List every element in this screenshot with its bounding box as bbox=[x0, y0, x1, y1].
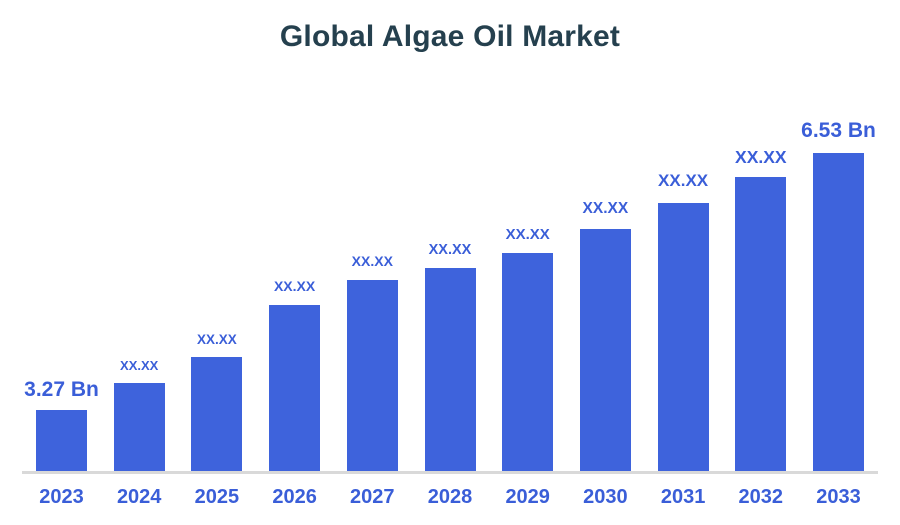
bar-column-2024: XX.XX bbox=[100, 359, 178, 471]
bar-2023 bbox=[36, 410, 87, 471]
bar-placeholder-label-2026: XX.XX bbox=[273, 278, 316, 295]
bar-column-2027: XX.XX bbox=[333, 254, 411, 471]
bar-column-2023: 3.27 Bn bbox=[23, 377, 101, 471]
bar-2026 bbox=[269, 305, 321, 471]
chart-title: Global Algae Oil Market bbox=[279, 20, 621, 53]
bar-column-2030: XX.XX bbox=[566, 199, 644, 471]
bar-2032 bbox=[735, 177, 787, 471]
x-axis-line bbox=[22, 471, 878, 474]
bar-2030 bbox=[579, 229, 631, 471]
x-tick-label-2031: 2031 bbox=[660, 486, 706, 508]
bar-placeholder-label-2032: XX.XX bbox=[735, 146, 787, 167]
bar-placeholder-label-2025: XX.XX bbox=[197, 331, 237, 347]
x-tick-label-2032: 2032 bbox=[738, 486, 784, 508]
bar-2027 bbox=[346, 280, 398, 471]
bar-2025 bbox=[191, 357, 243, 471]
bar-2024 bbox=[113, 383, 165, 471]
bar-2033 bbox=[813, 153, 864, 471]
bar-column-2031: XX.XX bbox=[644, 172, 722, 471]
bar-column-2026: XX.XX bbox=[256, 279, 334, 471]
bar-column-2033: 6.53 Bn bbox=[800, 118, 878, 471]
bar-placeholder-label-2024: XX.XX bbox=[120, 358, 159, 374]
bar-value-label-2033: 6.53 Bn bbox=[801, 118, 876, 142]
bar-column-2025: XX.XX bbox=[178, 331, 256, 471]
x-tick-label-2024: 2024 bbox=[116, 486, 162, 508]
x-tick-label-2023: 2023 bbox=[39, 486, 84, 508]
bar-column-2028: XX.XX bbox=[411, 241, 489, 471]
bar-2031 bbox=[657, 203, 709, 471]
bar-column-2032: XX.XX bbox=[722, 146, 800, 471]
bar-placeholder-label-2031: XX.XX bbox=[658, 171, 709, 191]
x-tick-label-2029: 2029 bbox=[505, 486, 550, 508]
x-tick-label-2026: 2026 bbox=[272, 486, 317, 508]
bar-placeholder-label-2028: XX.XX bbox=[428, 241, 472, 258]
x-tick-label-2033: 2033 bbox=[816, 486, 861, 508]
x-tick-label-2030: 2030 bbox=[583, 486, 628, 508]
bar-placeholder-label-2030: XX.XX bbox=[582, 199, 629, 217]
x-tick-label-2028: 2028 bbox=[427, 486, 473, 508]
bar-2029 bbox=[502, 253, 554, 471]
x-tick-label-2027: 2027 bbox=[350, 486, 395, 508]
bar-value-label-2023: 3.27 Bn bbox=[24, 377, 99, 401]
x-tick-label-2025: 2025 bbox=[194, 486, 240, 508]
bar-column-2029: XX.XX bbox=[489, 227, 567, 471]
bar-placeholder-label-2029: XX.XX bbox=[505, 226, 550, 244]
bar-2028 bbox=[424, 268, 476, 471]
bar-placeholder-label-2027: XX.XX bbox=[351, 253, 393, 270]
